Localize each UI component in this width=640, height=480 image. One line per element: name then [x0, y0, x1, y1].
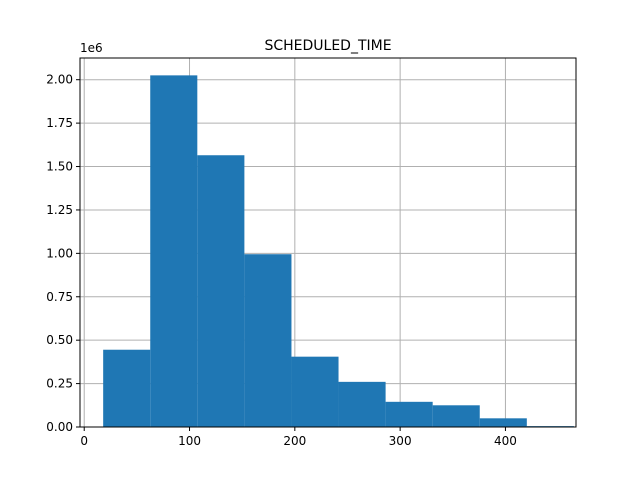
histogram-bar-0 [103, 349, 151, 427]
histogram-bar-6 [385, 401, 433, 427]
y-tick-label-6: 1.50 [46, 160, 73, 174]
histogram-bar-1 [150, 75, 198, 427]
y-tick-label-1: 0.25 [46, 377, 73, 391]
y-tick-label-0: 0.00 [46, 420, 73, 434]
x-tick-label-2: 200 [283, 434, 306, 448]
histogram-bar-3 [244, 254, 292, 427]
y-tick-label-8: 2.00 [46, 73, 73, 87]
ticks: 0 100 200 300 400 0.00 0.25 0.50 0.75 1.00 1.25 1.5… [46, 73, 517, 448]
x-tick-label-1: 100 [178, 434, 201, 448]
bars [103, 75, 574, 427]
x-tick-label-3: 300 [389, 434, 412, 448]
histogram-bar-4 [291, 356, 339, 427]
y-tick-label-2: 0.50 [46, 333, 73, 347]
histogram-bar-5 [338, 381, 386, 427]
y-tick-label-7: 1.75 [46, 116, 73, 130]
axes-frame [79, 57, 577, 428]
x-tick-label-0: 0 [80, 434, 88, 448]
y-tick-label-5: 1.25 [46, 203, 73, 217]
y-offset-label: 1e6 [80, 41, 103, 55]
y-tick-label-4: 1.00 [46, 246, 73, 260]
histogram-bar-7 [432, 405, 480, 427]
histogram-bar-8 [479, 418, 527, 427]
chart-title: SCHEDULED_TIME [264, 38, 391, 54]
x-tick-label-4: 400 [494, 434, 517, 448]
y-tick-label-3: 0.75 [46, 290, 73, 304]
histogram-bar-2 [197, 155, 245, 427]
